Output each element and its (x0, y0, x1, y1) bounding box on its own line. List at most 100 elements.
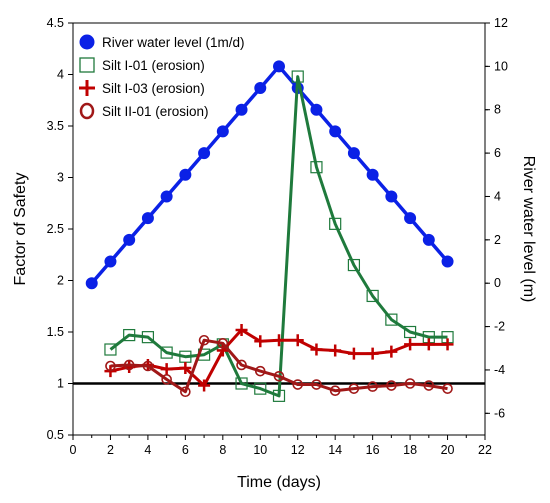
data-point (422, 233, 435, 246)
data-point (329, 344, 342, 357)
data-point (329, 217, 342, 230)
data-point (179, 362, 192, 375)
data-point (217, 338, 229, 349)
data-point (161, 374, 172, 385)
legend-label: Silt I-03 (erosion) (102, 81, 205, 96)
y2-tick-label: 2 (494, 233, 501, 247)
series-3 (104, 323, 454, 392)
data-point (198, 334, 210, 346)
legend-label: River water level (1m/d) (102, 35, 245, 50)
data-point (292, 379, 304, 390)
data-point (272, 389, 286, 402)
x-tick-label: 10 (253, 443, 267, 457)
y2-tick-label: -2 (494, 320, 505, 334)
data-point (254, 335, 267, 348)
data-point (273, 60, 285, 73)
legend-marker (79, 57, 95, 73)
data-point (366, 168, 379, 181)
data-point (329, 385, 341, 397)
y-tick-label: 1 (57, 377, 64, 391)
data-point (254, 382, 267, 395)
y-tick-label: 1.5 (47, 325, 64, 339)
y-tick-label: 0.5 (47, 428, 64, 442)
data-point (291, 70, 304, 83)
data-point (273, 370, 285, 382)
series-4 (105, 334, 453, 398)
legend: River water level (1m/d) Silt I-01 (erosi… (79, 34, 245, 120)
legend-entry: Silt I-03 (erosion) (79, 80, 205, 96)
data-point (141, 212, 154, 225)
data-point (310, 103, 323, 116)
y-tick-label: 2.5 (47, 222, 64, 236)
x-tick-label: 14 (328, 443, 342, 457)
legend-entry: Silt II-01 (erosion) (79, 102, 209, 120)
y2-tick-label: -6 (494, 406, 505, 420)
y-axis-title: Factor of Safety (12, 173, 29, 286)
series-layer (85, 60, 454, 402)
data-point (385, 345, 398, 358)
x-tick-label: 18 (403, 443, 417, 457)
data-point (422, 338, 435, 351)
x-tick-label: 22 (478, 443, 492, 457)
data-point (180, 386, 191, 398)
x-tick-label: 16 (366, 443, 380, 457)
x-tick-label: 2 (107, 443, 114, 457)
y2-tick-label: 4 (494, 189, 501, 203)
y2-tick-label: 12 (494, 16, 508, 30)
data-point (179, 350, 192, 363)
data-point (216, 344, 229, 357)
data-point (236, 359, 247, 371)
data-point (273, 334, 285, 347)
series-line (109, 75, 448, 398)
y-tick-label: 4.5 (47, 16, 64, 30)
data-point (104, 255, 117, 268)
ticks-layer: 0 2 4 6 8 10 12 14 16 18 20 220.511.522.533.544.5-6… (47, 16, 508, 457)
data-point (441, 338, 454, 351)
data-point (123, 233, 136, 246)
legend-label: Silt I-01 (erosion) (102, 58, 205, 73)
data-point (160, 190, 173, 203)
data-point (347, 258, 361, 272)
series-line (90, 64, 449, 285)
data-point (310, 161, 323, 174)
data-point (404, 212, 417, 225)
data-point (235, 103, 248, 116)
y-tick-label: 3.5 (47, 119, 64, 133)
y-tick-label: 3 (57, 171, 64, 185)
data-point (366, 347, 379, 360)
x-axis-title: Time (days) (237, 474, 321, 491)
x-tick-label: 4 (144, 443, 151, 457)
x-tick-label: 8 (219, 443, 226, 457)
x-tick-label: 20 (441, 443, 455, 457)
data-point (347, 347, 360, 360)
legend-marker (79, 80, 95, 96)
data-point (366, 289, 379, 303)
x-tick-label: 0 (70, 443, 77, 457)
data-point (198, 379, 211, 392)
data-point (235, 323, 248, 336)
x-tick-label: 12 (291, 443, 305, 457)
data-point (348, 383, 360, 394)
data-point (423, 380, 435, 391)
data-point (291, 334, 304, 347)
legend-entry: Silt I-01 (erosion) (79, 57, 205, 73)
data-point (142, 360, 154, 372)
data-point (310, 343, 323, 356)
data-point (386, 380, 397, 391)
data-point (347, 147, 360, 160)
data-point (385, 313, 398, 326)
data-point (254, 82, 267, 95)
legend-label: Silt II-01 (erosion) (102, 104, 209, 119)
y2-axis-title: River water level (m) (520, 156, 537, 303)
y2-tick-label: 8 (494, 103, 501, 117)
data-point (403, 325, 417, 339)
y2-tick-label: 0 (494, 276, 501, 290)
data-point (85, 277, 98, 290)
data-point (198, 147, 211, 160)
data-point (141, 331, 155, 344)
data-point (254, 365, 266, 377)
data-point (123, 328, 136, 342)
data-point (235, 377, 248, 390)
data-point (385, 190, 398, 203)
